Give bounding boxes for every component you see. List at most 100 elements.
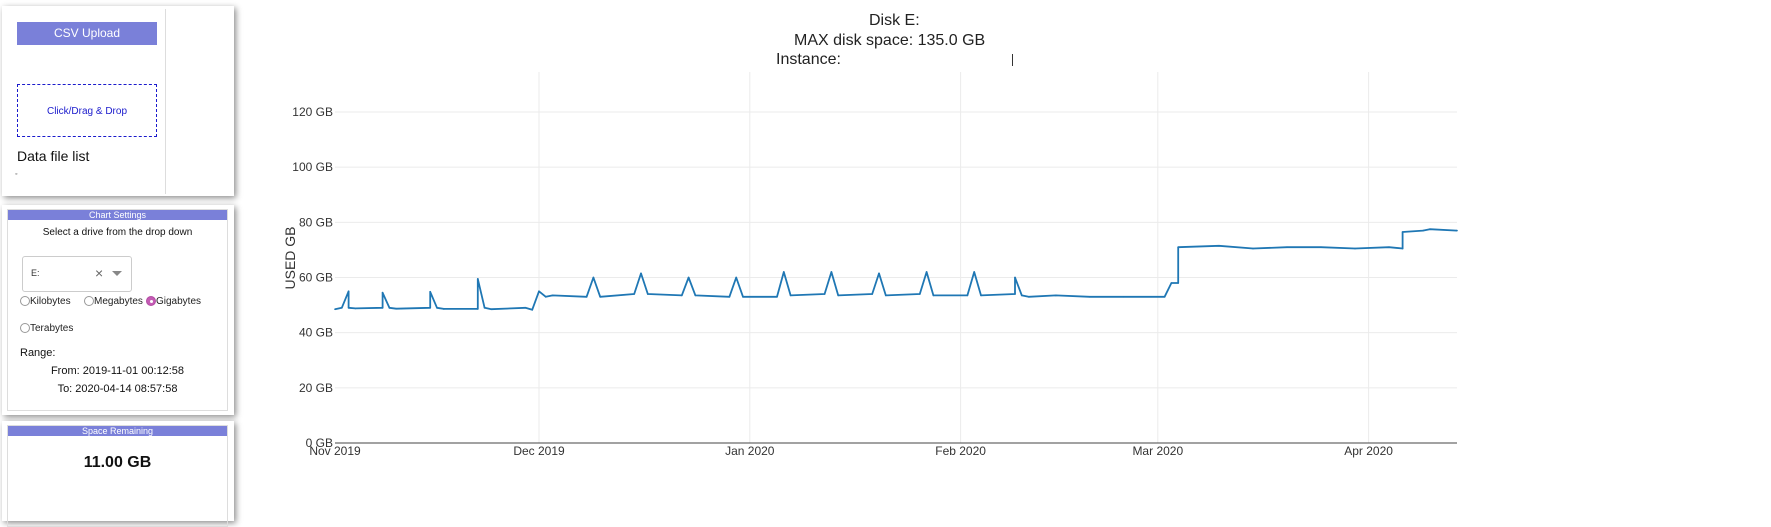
drive-select-prompt: Select a drive from the drop down	[42, 227, 193, 238]
data-point	[1021, 294, 1023, 297]
data-point	[735, 276, 737, 279]
data-point	[429, 307, 432, 309]
y-axis-label: USED GB	[282, 226, 298, 289]
data-point	[1027, 296, 1030, 298]
space-remaining-value: 11.00 GB	[83, 454, 152, 471]
x-tick-label: Mar 2020	[1132, 444, 1183, 458]
data-point	[585, 296, 588, 298]
drive-dropdown[interactable]: E: ×	[22, 256, 132, 292]
data-point	[1456, 229, 1458, 232]
data-point	[388, 307, 391, 309]
data-point	[1123, 296, 1125, 298]
data-point	[1388, 246, 1390, 248]
csv-upload-button[interactable]: CSV Upload	[17, 22, 157, 45]
data-point	[395, 307, 398, 310]
data-point	[381, 307, 384, 309]
y-tick-label: 20 GB	[299, 381, 333, 395]
data-point	[776, 296, 778, 298]
file-dropzone[interactable]: Click/Drag & Drop	[17, 84, 157, 137]
data-point	[341, 307, 343, 309]
series-line	[334, 228, 1458, 311]
radio-label-megabytes: Megabytes	[94, 296, 143, 307]
data-point	[687, 276, 690, 279]
data-point	[347, 290, 350, 293]
y-tick-label: 60 GB	[299, 271, 333, 285]
data-point	[1163, 296, 1166, 298]
data-point	[966, 294, 969, 297]
data-point	[647, 293, 649, 295]
radio-circle[interactable]	[84, 296, 94, 306]
x-tick-label: Dec 2019	[513, 444, 565, 458]
data-point	[545, 296, 547, 298]
chart-title-max-space: MAX disk space: 135.0 GB	[794, 32, 986, 49]
data-point	[871, 293, 873, 295]
data-point	[1401, 231, 1404, 233]
data-point	[1252, 247, 1254, 250]
data-point	[830, 271, 833, 273]
data-point	[742, 296, 744, 298]
data-point	[599, 296, 601, 298]
y-tick-label: 100 GB	[292, 160, 333, 174]
data-point	[1177, 282, 1179, 284]
x-tick-label: Jan 2020	[725, 444, 775, 458]
data-point	[531, 308, 533, 311]
data-point	[1320, 246, 1322, 248]
data-point	[1401, 247, 1404, 250]
clear-icon[interactable]: ×	[95, 265, 104, 281]
chevron-down-icon[interactable]	[112, 271, 122, 276]
data-point	[681, 294, 683, 297]
radio-label-terabytes: Terabytes	[30, 323, 74, 334]
data-point	[334, 308, 336, 311]
x-tick-label: Feb 2020	[935, 444, 986, 458]
chart-title-disk: Disk E:	[869, 12, 920, 29]
radio-kilobytes[interactable]: Kilobytes	[20, 296, 71, 307]
y-tick-label: 0 GB	[306, 436, 333, 450]
data-point	[436, 307, 438, 309]
space-remaining-header: Space Remaining	[8, 426, 227, 436]
data-point	[925, 271, 928, 273]
instance-cursor	[1012, 54, 1013, 66]
data-point	[885, 294, 887, 297]
data-point	[783, 271, 785, 273]
data-point	[694, 294, 697, 297]
range-from: From: 2019-11-01 00:12:58	[50, 365, 185, 377]
data-point	[1177, 246, 1179, 248]
data-point	[551, 294, 554, 297]
space-remaining-card: Space Remaining 11.00 GB	[2, 421, 234, 527]
data-point	[1218, 244, 1220, 247]
radio-circle-selected[interactable]	[146, 296, 156, 306]
x-tick-label: Apr 2020	[1344, 444, 1393, 458]
data-point	[443, 308, 445, 310]
radio-terabytes[interactable]: Terabytes	[20, 323, 73, 334]
data-point	[524, 307, 527, 309]
radio-gigabytes[interactable]: Gigabytes	[146, 296, 201, 307]
y-tick-label: 120 GB	[292, 105, 333, 119]
data-point	[1014, 276, 1016, 279]
range-label: Range:	[20, 347, 56, 359]
radio-circle[interactable]	[20, 296, 30, 306]
data-point	[354, 307, 357, 310]
data-point	[1422, 229, 1424, 232]
data-point	[490, 308, 493, 311]
data-point	[728, 296, 731, 298]
data-point	[477, 278, 479, 280]
data-point	[347, 307, 350, 309]
chart-settings-header: Chart Settings	[8, 210, 227, 220]
radio-megabytes[interactable]: Megabytes	[84, 296, 143, 307]
chart-settings-section: Chart Settings Select a drive from the d…	[7, 209, 228, 411]
data-point	[1014, 293, 1016, 295]
data-point	[1055, 294, 1057, 297]
data-point	[538, 290, 540, 293]
data-point	[381, 291, 384, 294]
x-tick-label: Nov 2019	[309, 444, 361, 458]
chart-title-instance: Instance:	[776, 51, 841, 68]
data-point	[592, 276, 595, 279]
data-point	[1150, 296, 1152, 298]
data-point	[1354, 247, 1356, 250]
data-point	[1170, 282, 1173, 284]
data-point	[483, 307, 486, 309]
data-point	[1286, 246, 1288, 248]
y-tick-label: 40 GB	[299, 326, 333, 340]
radio-circle[interactable]	[20, 323, 30, 333]
